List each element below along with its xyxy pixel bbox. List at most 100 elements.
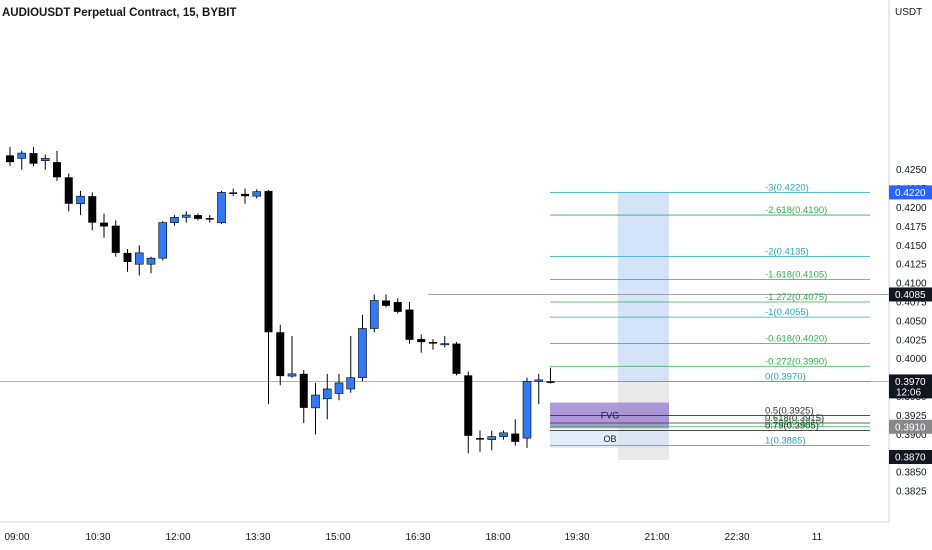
candle[interactable]: [452, 343, 461, 374]
price-marker-label: 0.3970: [895, 377, 926, 388]
time-tick-label: 22:30: [724, 532, 749, 543]
candle[interactable]: [29, 153, 38, 164]
time-tick-label: 19:30: [564, 532, 589, 543]
candle[interactable]: [241, 193, 249, 197]
time-tick-label: 15:00: [325, 532, 350, 543]
candle[interactable]: [229, 192, 238, 194]
candle[interactable]: [88, 196, 97, 223]
candle[interactable]: [170, 217, 179, 223]
candle[interactable]: [264, 190, 273, 333]
candle[interactable]: [417, 339, 426, 343]
candle[interactable]: [205, 218, 214, 220]
candle[interactable]: [287, 373, 297, 377]
candle[interactable]: [464, 375, 473, 436]
candle[interactable]: [393, 302, 402, 312]
price-tick-label: 0.4125: [896, 260, 927, 271]
candle[interactable]: [53, 162, 61, 178]
time-tick-labels: 09:00 10:30 12:00 13:30 15:00 16:30 18:00 19:30…: [4, 532, 822, 543]
price-marker-bg: [889, 287, 932, 302]
fibonacci-layer: -3(0.4220) -2.618(0.4190) -2(0.4135) -1.618…: [550, 182, 870, 447]
fib-level-label: 0.5(0.3925): [765, 405, 814, 416]
candle[interactable]: [358, 328, 367, 378]
candle[interactable]: [322, 388, 332, 400]
fib-level-label: -0.618(0.4020): [765, 334, 827, 345]
time-tick-label: 12:00: [165, 532, 190, 543]
fib-level-label: 0.79(0.3905): [765, 421, 819, 432]
fib-level-label: 0.705(0.3910): [765, 417, 824, 428]
price-unit-label: USDT: [895, 7, 922, 18]
candle[interactable]: [429, 342, 437, 344]
chart-title: AUDIOUSDT Perpetual Contract, 15, BYBIT: [2, 7, 237, 19]
time-tick-label: 13:30: [245, 532, 270, 543]
candle[interactable]: [76, 195, 85, 205]
candle[interactable]: [476, 438, 484, 440]
candle[interactable]: [405, 309, 414, 340]
fib-level-label: -3(0.4220): [765, 182, 809, 193]
price-tick-label: 0.4175: [896, 222, 927, 233]
price-marker-bg: [889, 185, 932, 200]
candle[interactable]: [487, 436, 497, 440]
price-tick-label: 0.3900: [896, 430, 927, 441]
price-tick-label: 0.4050: [896, 316, 927, 327]
fib-level-label: -1.272(0.4075): [765, 292, 827, 303]
candle[interactable]: [346, 377, 356, 390]
price-marker-bg: [889, 419, 932, 434]
candle[interactable]: [299, 373, 308, 408]
fib-level-label: 1(0.3885): [765, 436, 806, 447]
fib-level-label: -1(0.4055): [765, 307, 809, 318]
candle[interactable]: [522, 381, 532, 439]
candle[interactable]: [511, 433, 520, 442]
price-tick-label: 0.4150: [896, 241, 927, 252]
candle[interactable]: [17, 152, 27, 159]
candle[interactable]: [194, 215, 202, 219]
price-tick-label: 0.4100: [896, 279, 927, 290]
ob-zone: [550, 430, 669, 448]
price-tick-label: 0.3825: [896, 487, 927, 498]
candle[interactable]: [6, 155, 14, 163]
candle[interactable]: [369, 300, 379, 329]
candle[interactable]: [217, 192, 226, 223]
ob-zone-label: OB: [603, 434, 616, 444]
candle[interactable]: [276, 332, 285, 377]
fib-level-label: -2.618(0.4190): [765, 205, 827, 216]
candle[interactable]: [382, 300, 390, 306]
candles-layer[interactable]: [6, 147, 555, 454]
candle[interactable]: [134, 252, 144, 265]
price-tick-label: 0.4000: [896, 354, 927, 365]
title-backdrop: [0, 3, 215, 20]
price-tick-label: 0.3850: [896, 468, 927, 479]
candle[interactable]: [546, 381, 555, 383]
candle[interactable]: [334, 382, 344, 394]
candle[interactable]: [499, 432, 508, 437]
price-marker-label: 0.4085: [895, 290, 926, 301]
candle[interactable]: [158, 222, 168, 259]
price-tick-label: 0.4200: [896, 203, 927, 214]
price-tick-label: 0.4075: [896, 298, 927, 309]
price-marker-label: 0.4220: [895, 188, 926, 199]
candle[interactable]: [146, 257, 156, 265]
price-axis-bg: [889, 0, 932, 522]
candle[interactable]: [123, 252, 132, 262]
candle[interactable]: [100, 222, 108, 227]
candle[interactable]: [252, 191, 262, 197]
time-tick-label: 16:30: [405, 532, 430, 543]
countdown-label: 12:06: [896, 387, 921, 398]
price-marker-label: 0.3870: [895, 453, 926, 464]
fib-level-label: -0.272(0.3990): [765, 356, 827, 367]
price-tick-label: 0.4025: [896, 335, 927, 346]
candle[interactable]: [181, 214, 191, 218]
candle[interactable]: [64, 177, 73, 204]
candle[interactable]: [40, 158, 50, 161]
time-tick-label: 21:00: [644, 532, 669, 543]
candle[interactable]: [440, 343, 450, 346]
time-tick-label: 18:00: [485, 532, 510, 543]
price-axis[interactable]: USDT: [888, 0, 932, 522]
candle[interactable]: [111, 225, 120, 253]
candle[interactable]: [311, 394, 320, 409]
time-tick-label: 09:00: [4, 532, 29, 543]
candle[interactable]: [534, 379, 544, 382]
price-marker-bg: [889, 450, 932, 464]
